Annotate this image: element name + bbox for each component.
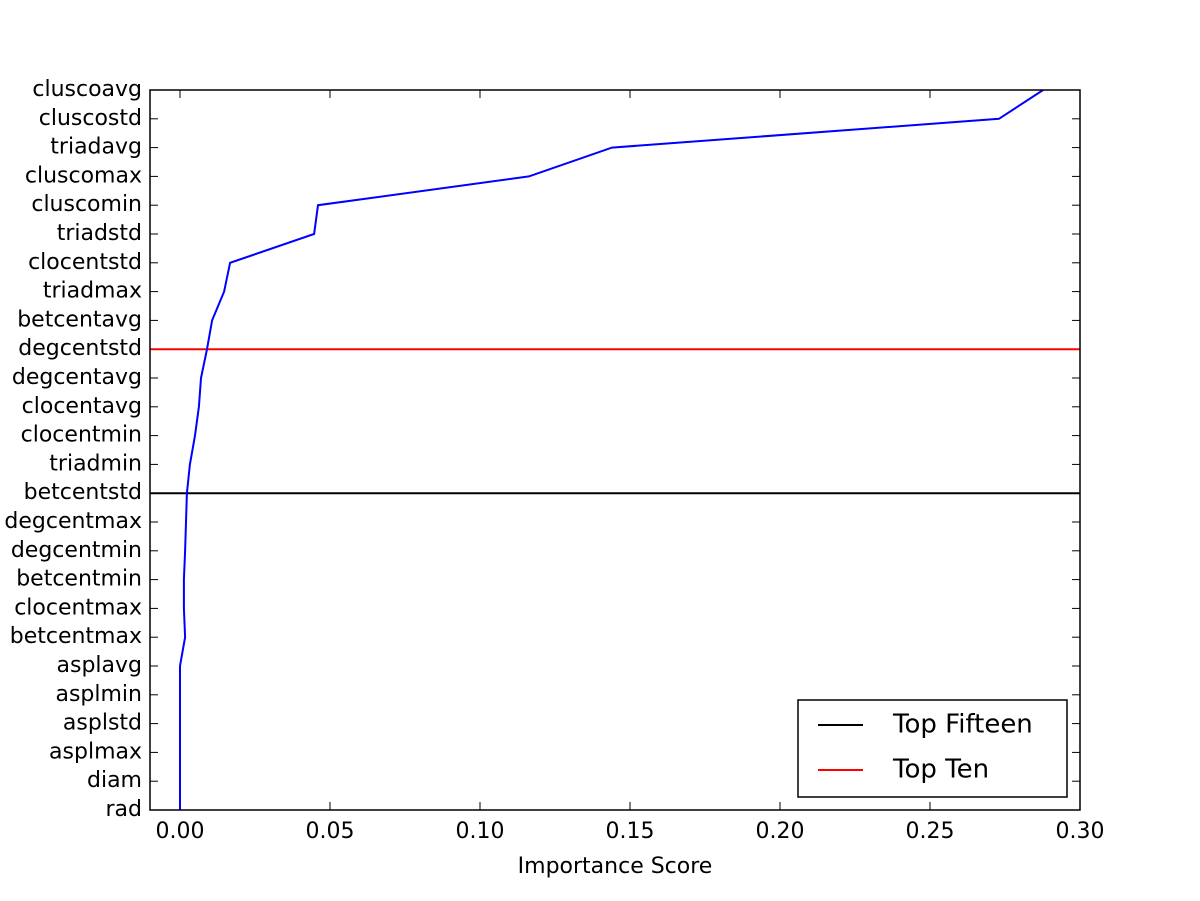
y-tick-label: asplmin [55, 682, 142, 707]
x-tick-label: 0.20 [756, 819, 805, 844]
y-tick-label: cluscostd [39, 106, 142, 131]
y-tick-label: degcentmin [11, 538, 142, 563]
y-tick-label: cluscomin [31, 192, 142, 217]
y-tick-label: clocentmin [21, 423, 142, 448]
x-tick-label: 0.05 [306, 819, 355, 844]
y-tick-label: triadstd [57, 221, 142, 246]
y-tick-label: clocentavg [22, 394, 142, 419]
plot-frame [149, 89, 1081, 811]
y-tick-label: triadmax [43, 279, 142, 304]
y-tick-label: clocentstd [28, 250, 142, 275]
x-tick-label: 0.25 [906, 819, 955, 844]
y-tick-label: cluscoavg [32, 77, 142, 102]
y-tick-label: clocentmax [14, 595, 142, 620]
x-axis-label: Importance Score [518, 854, 713, 879]
y-tick-label: betcentavg [17, 307, 142, 332]
legend-box [797, 699, 1068, 798]
y-tick-label: cluscomax [25, 163, 142, 188]
y-tick-label: diam [87, 768, 142, 793]
y-tick-label: triadmin [49, 451, 142, 476]
y-tick-label: asplmax [49, 739, 142, 764]
legend-label: Top Fifteen [892, 710, 1033, 740]
x-tick-label: 0.00 [156, 819, 205, 844]
x-tick-label: 0.30 [1056, 819, 1105, 844]
y-tick-label: degcentavg [12, 365, 142, 390]
y-tick-label: asplavg [57, 653, 143, 678]
y-tick-label: betcentstd [24, 480, 142, 505]
y-tick-label: triadavg [50, 135, 142, 160]
y-tick-label: betcentmin [16, 567, 142, 592]
y-tick-label: betcentmax [10, 624, 142, 649]
data-line [179, 90, 1044, 810]
y-tick-label: rad [106, 797, 143, 822]
legend-label: Top Ten [892, 755, 989, 785]
y-tick-label: degcentstd [18, 336, 142, 361]
y-tick-label: asplstd [63, 711, 142, 736]
y-tick-label: degcentmax [4, 509, 142, 534]
x-tick-label: 0.10 [456, 819, 505, 844]
x-tick-label: 0.15 [606, 819, 655, 844]
